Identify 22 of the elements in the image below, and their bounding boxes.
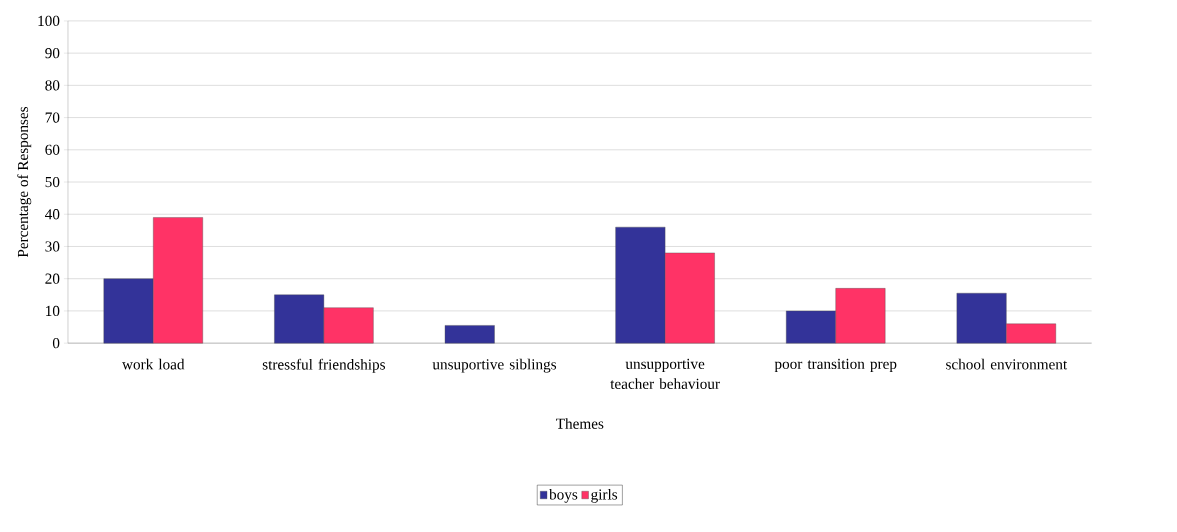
y-tick-label: 30 [45, 241, 60, 252]
y-tick-label: 100 [38, 15, 60, 26]
y-tick-label: 0 [52, 337, 60, 349]
x-tick-label: unsupportive teacher behaviour [610, 358, 720, 389]
bar [444, 325, 495, 344]
y-tick-label: 80 [45, 80, 60, 91]
y-tick-label: 90 [45, 47, 60, 59]
x-tick-label: work load [122, 358, 185, 370]
x-tick-label: stressful friendships [262, 358, 386, 373]
x-tick-label: school environment [946, 358, 1068, 370]
y-tick-label: 40 [45, 208, 60, 220]
y-tick-label: 50 [45, 176, 60, 188]
y-tick-label: 20 [45, 273, 60, 284]
y-axis-title: Percentage of Responses [17, 106, 32, 258]
x-tick-label: unsuportive siblings [432, 358, 557, 373]
legend-label: boys [549, 488, 578, 503]
legend-label: girls [591, 488, 618, 503]
x-axis-title: Themes [556, 417, 604, 429]
y-tick-label: 60 [45, 144, 60, 155]
y-tick-label: 70 [45, 112, 60, 123]
x-tick-label: poor transition prep [774, 358, 897, 372]
y-tick-label: 10 [46, 305, 60, 316]
